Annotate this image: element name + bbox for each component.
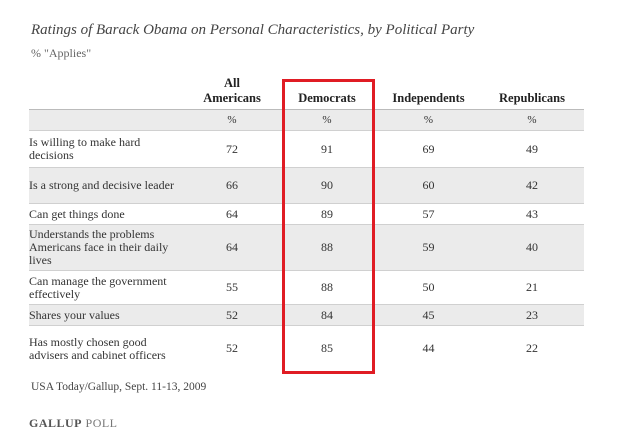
column-header-republicans: Republicans xyxy=(499,91,565,105)
value-cell: 55 xyxy=(187,270,277,305)
table-row: Shares your values 52 84 45 23 xyxy=(29,304,584,326)
value-cell: 91 xyxy=(277,130,377,168)
row-label: Shares your values xyxy=(29,304,187,326)
value-cell: 49 xyxy=(480,130,584,168)
value-cell: 52 xyxy=(187,304,277,326)
unit-cell: % xyxy=(277,109,377,131)
unit-cell: % xyxy=(377,109,480,131)
value-cell: 22 xyxy=(480,325,584,371)
header-row: All Americans Democrats Independents Rep… xyxy=(29,76,584,110)
header-label-spacer xyxy=(29,76,187,110)
value-cell: 21 xyxy=(480,270,584,305)
value-cell: 45 xyxy=(377,304,480,326)
column-header-democrats: Democrats xyxy=(298,91,356,105)
brand-secondary: POLL xyxy=(85,416,118,430)
ratings-table: All Americans Democrats Independents Rep… xyxy=(29,76,584,371)
table-row: Has mostly chosen good advisers and cabi… xyxy=(29,325,584,371)
table-row: Is willing to make hard decisions 72 91 69 4… xyxy=(29,130,584,168)
value-cell: 52 xyxy=(187,325,277,371)
chart-title: Ratings of Barack Obama on Personal Char… xyxy=(31,22,475,38)
unit-row-spacer xyxy=(29,109,187,131)
value-cell: 40 xyxy=(480,224,584,271)
chart-subtitle: % "Applies" xyxy=(31,46,92,60)
value-cell: 64 xyxy=(187,224,277,271)
value-cell: 60 xyxy=(377,167,480,204)
value-cell: 43 xyxy=(480,203,584,225)
value-cell: 88 xyxy=(277,224,377,271)
value-cell: 90 xyxy=(277,167,377,204)
row-label: Understands the problems Americans face … xyxy=(29,224,187,271)
value-cell: 50 xyxy=(377,270,480,305)
table-row: Understands the problems Americans face … xyxy=(29,224,584,271)
row-label: Has mostly chosen good advisers and cabi… xyxy=(29,325,187,371)
unit-row: % % % % xyxy=(29,109,584,131)
unit-cell: % xyxy=(187,109,277,131)
column-header-all-americans: All Americans xyxy=(203,76,261,105)
democrats-highlight-box xyxy=(282,79,375,374)
value-cell: 88 xyxy=(277,270,377,305)
row-label: Is a strong and decisive leader xyxy=(29,167,187,204)
table-row: Can manage the government effectively 55 8… xyxy=(29,270,584,305)
unit-cell: % xyxy=(480,109,584,131)
table-row: Can get things done 64 89 57 43 xyxy=(29,203,584,225)
value-cell: 59 xyxy=(377,224,480,271)
value-cell: 84 xyxy=(277,304,377,326)
gallup-poll-logo: GALLUP POLL xyxy=(29,416,118,431)
value-cell: 23 xyxy=(480,304,584,326)
value-cell: 72 xyxy=(187,130,277,168)
row-label: Can manage the government effectively xyxy=(29,270,187,305)
value-cell: 85 xyxy=(277,325,377,371)
row-label: Can get things done xyxy=(29,203,187,225)
value-cell: 89 xyxy=(277,203,377,225)
column-header-independents: Independents xyxy=(392,91,465,105)
value-cell: 69 xyxy=(377,130,480,168)
source-note: USA Today/Gallup, Sept. 11-13, 2009 xyxy=(31,381,207,393)
value-cell: 44 xyxy=(377,325,480,371)
value-cell: 66 xyxy=(187,167,277,204)
value-cell: 57 xyxy=(377,203,480,225)
row-label: Is willing to make hard decisions xyxy=(29,130,187,168)
table-row: Is a strong and decisive leader 66 90 60 42 xyxy=(29,167,584,204)
value-cell: 42 xyxy=(480,167,584,204)
value-cell: 64 xyxy=(187,203,277,225)
brand-primary: GALLUP xyxy=(29,416,83,430)
